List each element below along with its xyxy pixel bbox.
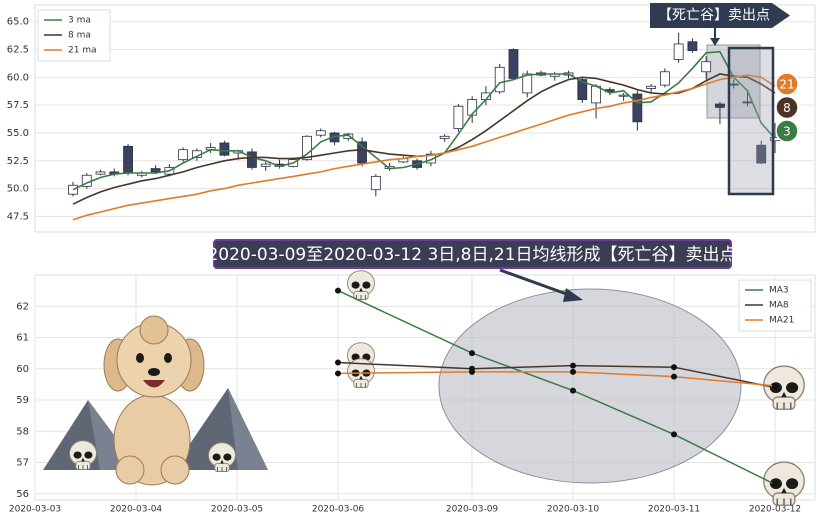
y-tick-label: 60.0 [7,72,29,83]
annotation-arrowhead [563,288,583,302]
y-tick-label: 62 [16,301,29,312]
y-tick-label: 61 [16,333,29,344]
candle-body [260,163,271,167]
line-badge [775,72,799,96]
candle-body [357,141,367,164]
candle-body [453,105,464,129]
candle-body [715,103,725,108]
line-badge-label: 21 [779,78,794,92]
ma-line [72,50,776,191]
dog-illustration [103,315,205,486]
legend-label: MA21 [769,316,794,326]
candle-body [618,94,629,97]
x-tick-label: 2020-03-05 [211,505,263,515]
callout-box [650,3,790,28]
legend-label: 8 ma [68,31,91,41]
candle-body [687,41,698,52]
highlight-ellipse [438,288,742,484]
point [772,481,778,488]
candle-body [494,66,505,93]
candle-body [370,175,381,191]
y-tick-label: 62.5 [7,45,29,56]
y-tick-label: 58 [16,426,29,437]
candle-body [522,73,533,94]
line-badge-label: 8 [783,101,791,115]
candle-body [123,145,133,174]
x-tick-label: 2020-03-06 [312,505,365,515]
line-badge [775,95,799,120]
candle-body [439,135,450,139]
legend-label: MA3 [769,286,789,296]
candle-body [756,144,767,164]
candle-body [577,79,588,100]
candle-body [95,171,106,175]
candle-body [673,43,684,60]
line-badge-label: 3 [783,125,791,139]
legend-label: 3 ma [68,16,91,26]
point [772,382,778,389]
candle-body [632,93,643,123]
candle-body [315,130,326,136]
candle-body [591,85,601,104]
candle-body [302,135,312,161]
point [335,287,341,294]
y-tick-label: 56 [16,489,29,500]
y-tick-label: 57.5 [7,100,29,111]
y-tick-label: 57 [16,458,29,469]
candle-body [178,149,189,161]
y-tick-label: 59 [16,395,29,406]
y-tick-label: 60 [16,364,29,375]
point [570,387,576,394]
annotation-arrow [499,268,573,298]
x-tick-label: 2020-03-04 [110,505,163,515]
y-tick-label: 55.0 [7,128,29,139]
candle-body [659,71,670,86]
candle-body [508,49,519,79]
y-tick-label: 50.0 [7,184,29,195]
candle-body [646,85,657,89]
line-badge [775,119,799,143]
top-plot-frame [34,4,816,233]
callout-text: 【死亡谷】卖出点 [658,8,770,24]
point [570,362,576,369]
candle-body [68,184,78,195]
ma-line [72,74,776,221]
point [671,431,677,438]
x-tick-label: 2020-03-11 [648,505,700,515]
point [335,370,341,377]
callout-arrowhead [710,38,720,46]
point [335,359,341,366]
legend-label: MA8 [769,301,789,311]
annotation-text: 2020-03-09至2020-03-12 3日,8日,21日均线形成【死亡谷】… [207,245,736,265]
candle-body [467,99,478,116]
candle-body [247,151,257,168]
candle-body [701,61,712,73]
point [570,368,576,375]
death-valley-box [727,46,775,196]
legend-label: 21 ma [68,46,97,56]
x-tick-label: 2020-03-09 [446,505,499,515]
candle-body [150,168,161,173]
legend: 3 ma 8 ma 21 ma [37,9,111,62]
y-tick-label: 65.0 [7,17,29,28]
point [469,368,475,375]
candle-body [425,153,436,164]
point [671,364,677,371]
x-tick-label: 2020-03-10 [547,505,600,515]
point [671,373,677,380]
legend: MA3 MA8 MA21 [738,279,812,332]
y-tick-label: 47.5 [7,211,29,222]
point [469,350,475,357]
x-tick-label: 2020-03-12 [749,505,801,515]
annotation-box [213,239,732,269]
x-tick-label: 2020-03-03 [9,505,61,515]
candle-body [219,142,230,156]
y-tick-label: 52.5 [7,156,29,167]
